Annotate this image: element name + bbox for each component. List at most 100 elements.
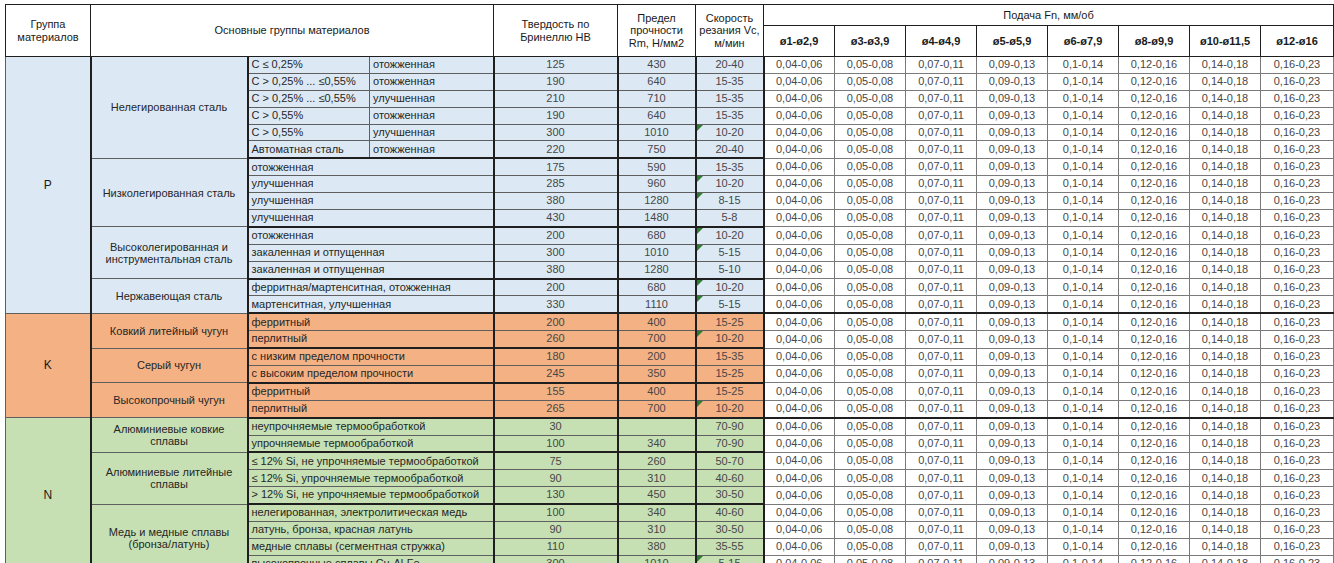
feed-cell[interactable]: 0,16-0,23 [1261,193,1334,210]
feed-cell[interactable]: 0,14-0,18 [1190,107,1261,124]
cutting-speed-cell[interactable]: 15-25 [696,366,764,383]
family-name-cell[interactable]: Низколегированная сталь [91,158,248,227]
feed-cell[interactable]: 0,14-0,18 [1190,348,1261,365]
feed-cell[interactable]: 0,07-0,11 [906,452,977,469]
feed-cell[interactable]: 0,16-0,23 [1261,435,1334,452]
feed-cell[interactable]: 0,09-0,13 [977,400,1048,417]
feed-cell[interactable]: 0,14-0,18 [1190,227,1261,244]
feed-cell[interactable]: 0,12-0,16 [1119,107,1190,124]
hardness-cell[interactable]: 200 [494,227,618,244]
cutting-speed-cell[interactable]: 5-10 [696,261,764,278]
strength-cell[interactable]: 680 [618,227,696,244]
feed-cell[interactable]: 0,04-0,06 [764,244,835,261]
feed-cell[interactable]: 0,14-0,18 [1190,73,1261,90]
cutting-speed-cell[interactable]: 15-35 [696,73,764,90]
feed-cell[interactable]: 0,14-0,18 [1190,313,1261,330]
cutting-speed-cell[interactable]: 10-20 [696,227,764,244]
feed-cell[interactable]: 0,09-0,13 [977,313,1048,330]
feed-cell[interactable]: 0,05-0,08 [835,366,906,383]
strength-cell[interactable]: 350 [618,366,696,383]
feed-cell[interactable]: 0,1-0,14 [1048,366,1119,383]
feed-cell[interactable]: 0,16-0,23 [1261,487,1334,504]
strength-cell[interactable]: 1010 [618,124,696,141]
feed-cell[interactable]: 0,1-0,14 [1048,418,1119,435]
feed-cell[interactable]: 0,05-0,08 [835,331,906,348]
feed-cell[interactable]: 0,05-0,08 [835,418,906,435]
feed-cell[interactable]: 0,12-0,16 [1119,176,1190,193]
feed-cell[interactable]: 0,07-0,11 [906,279,977,296]
cutting-speed-cell[interactable]: 5-15 [696,296,764,313]
feed-cell[interactable]: 0,16-0,23 [1261,400,1334,417]
feed-cell[interactable]: 0,16-0,23 [1261,296,1334,313]
feed-cell[interactable]: 0,07-0,11 [906,244,977,261]
material-desc-cell[interactable]: ферритная/мартенситная, отожженная [248,279,494,296]
feed-cell[interactable]: 0,05-0,08 [835,435,906,452]
feed-cell[interactable]: 0,14-0,18 [1190,210,1261,227]
feed-cell[interactable]: 0,05-0,08 [835,176,906,193]
feed-cell[interactable]: 0,07-0,11 [906,73,977,90]
material-desc-cell[interactable]: перлитный [248,400,494,417]
feed-cell[interactable]: 0,05-0,08 [835,348,906,365]
strength-cell[interactable]: 960 [618,176,696,193]
cutting-speed-cell[interactable]: 50-70 [696,452,764,469]
feed-cell[interactable]: 0,07-0,11 [906,227,977,244]
material-desc-cell[interactable]: C ≤ 0,25% [248,57,370,74]
feed-cell[interactable]: 0,1-0,14 [1048,522,1119,539]
feed-cell[interactable]: 0,14-0,18 [1190,90,1261,107]
strength-cell[interactable] [618,418,696,435]
feed-cell[interactable]: 0,07-0,11 [906,418,977,435]
hardness-cell[interactable]: 200 [494,279,618,296]
material-desc-cell[interactable]: ферритный [248,313,494,330]
hardness-cell[interactable]: 330 [494,296,618,313]
header-feed-col-7[interactable]: ø10-ø11,5 [1190,26,1261,57]
feed-cell[interactable]: 0,07-0,11 [906,538,977,555]
feed-cell[interactable]: 0,07-0,11 [906,348,977,365]
feed-cell[interactable]: 0,09-0,13 [977,470,1048,487]
feed-cell[interactable]: 0,1-0,14 [1048,400,1119,417]
feed-cell[interactable]: 0,04-0,06 [764,383,835,400]
material-desc-cell[interactable]: улучшенная [248,193,494,210]
hardness-cell[interactable]: 110 [494,538,618,555]
feed-cell[interactable]: 0,04-0,06 [764,193,835,210]
strength-cell[interactable]: 260 [618,452,696,469]
hardness-cell[interactable]: 265 [494,400,618,417]
header-feed-col-4[interactable]: ø5-ø5,9 [977,26,1048,57]
feed-cell[interactable]: 0,1-0,14 [1048,107,1119,124]
feed-cell[interactable]: 0,09-0,13 [977,244,1048,261]
strength-cell[interactable]: 1480 [618,210,696,227]
feed-cell[interactable]: 0,05-0,08 [835,227,906,244]
feed-cell[interactable]: 0,1-0,14 [1048,244,1119,261]
header-feed-col-6[interactable]: ø8-ø9,9 [1119,26,1190,57]
feed-cell[interactable]: 0,05-0,08 [835,470,906,487]
feed-cell[interactable]: 0,05-0,08 [835,107,906,124]
material-desc-cell[interactable]: улучшенная [248,176,494,193]
cutting-speed-cell[interactable]: 10-20 [696,124,764,141]
feed-cell[interactable]: 0,16-0,23 [1261,452,1334,469]
cutting-speed-cell[interactable]: 20-40 [696,141,764,158]
feed-cell[interactable]: 0,09-0,13 [977,296,1048,313]
feed-cell[interactable]: 0,07-0,11 [906,158,977,175]
hardness-cell[interactable]: 380 [494,261,618,278]
feed-cell[interactable]: 0,09-0,13 [977,366,1048,383]
feed-cell[interactable]: 0,07-0,11 [906,487,977,504]
feed-cell[interactable]: 0,14-0,18 [1190,366,1261,383]
hardness-cell[interactable]: 90 [494,522,618,539]
hardness-cell[interactable]: 190 [494,107,618,124]
material-desc-cell[interactable]: перлитный [248,331,494,348]
feed-cell[interactable]: 0,07-0,11 [906,555,977,563]
hardness-cell[interactable]: 75 [494,452,618,469]
material-desc-cell[interactable]: ферритный [248,383,494,400]
feed-cell[interactable]: 0,04-0,06 [764,279,835,296]
feed-cell[interactable]: 0,16-0,23 [1261,90,1334,107]
feed-cell[interactable]: 0,09-0,13 [977,418,1048,435]
feed-cell[interactable]: 0,04-0,06 [764,435,835,452]
feed-cell[interactable]: 0,04-0,06 [764,90,835,107]
feed-cell[interactable]: 0,04-0,06 [764,227,835,244]
hardness-cell[interactable]: 200 [494,313,618,330]
material-state-cell[interactable]: отожженная [370,73,494,90]
feed-cell[interactable]: 0,07-0,11 [906,522,977,539]
material-desc-cell[interactable]: C > 0,25% ... ≤0,55% [248,73,370,90]
feed-cell[interactable]: 0,09-0,13 [977,538,1048,555]
feed-cell[interactable]: 0,14-0,18 [1190,383,1261,400]
feed-cell[interactable]: 0,04-0,06 [764,73,835,90]
